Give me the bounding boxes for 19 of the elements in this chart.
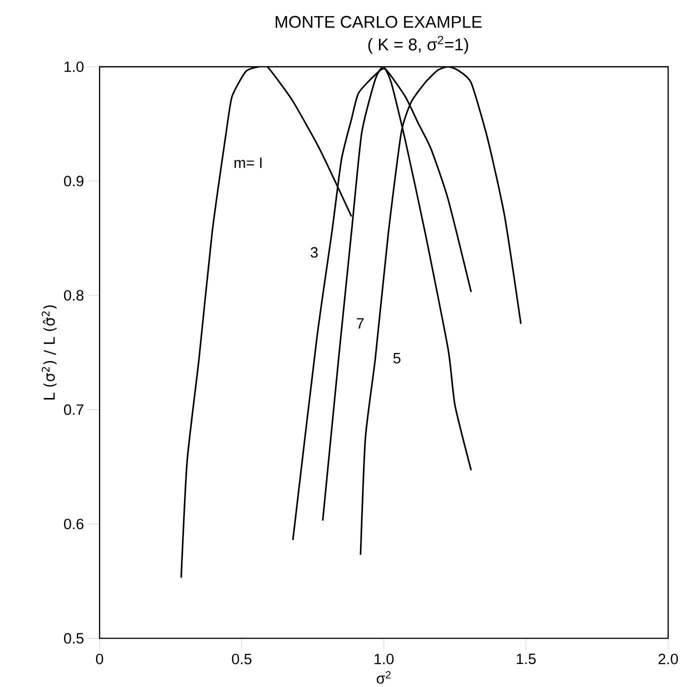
x-tick-label: 1.5: [516, 654, 536, 664]
x-tick-label: 1.0: [374, 654, 394, 664]
y-axis-title: L (σ$^{2}$) / L (σ̂$^{2}$): [42, 305, 57, 400]
x-tick-label: 0: [96, 654, 104, 664]
series-label: 3: [310, 247, 318, 258]
y-tick-label: 0.5: [64, 633, 84, 644]
x-tick-label: 0.5: [232, 654, 252, 664]
chart-title: MONTE CARLO EXAMPLE: [276, 16, 482, 28]
series-label: 7: [356, 318, 364, 328]
y-tick-label: 0.7: [64, 404, 84, 415]
y-tick-label: 1.0: [64, 61, 84, 72]
x-axis-title: σ$^{2}$: [376, 671, 391, 684]
y-tick-label: 0.9: [64, 176, 84, 186]
x-tick-label: 2.0: [658, 654, 678, 664]
y-tick-label: 0.8: [64, 290, 84, 301]
chart-subtitle: ( K = 8, σ$^{2}$=1): [368, 36, 468, 54]
series-label: 5: [393, 353, 400, 364]
series-label: m= I: [234, 158, 262, 168]
y-tick-label: 0.6: [64, 518, 84, 530]
